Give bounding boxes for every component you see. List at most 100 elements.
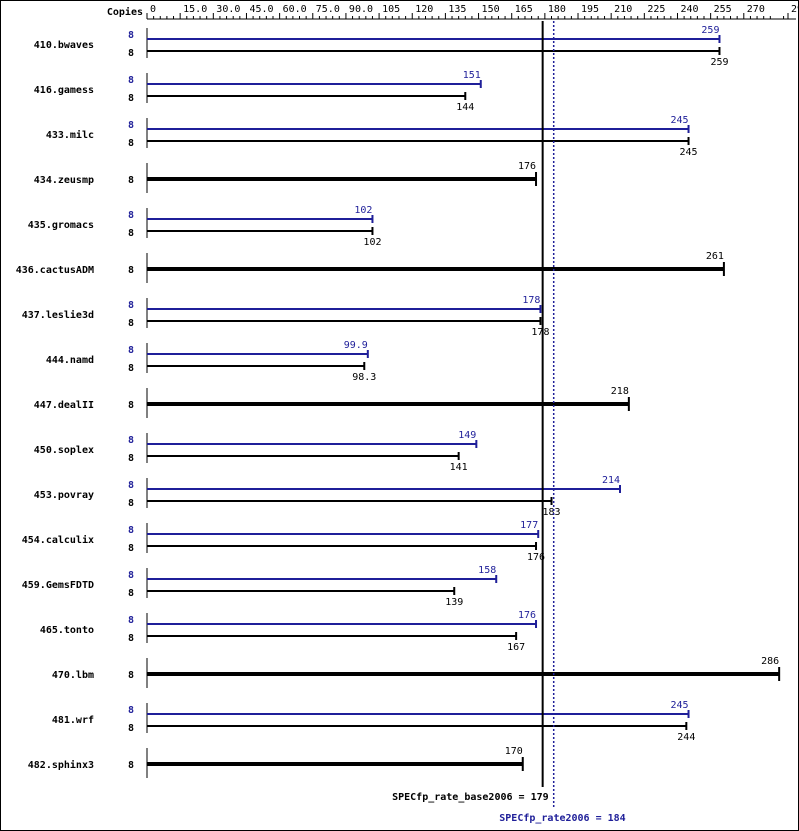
peak-copies: 8 bbox=[128, 75, 134, 86]
peak-copies: 8 bbox=[128, 300, 134, 311]
base-copies: 8 bbox=[128, 265, 134, 276]
peak-value-label: 178 bbox=[522, 295, 540, 306]
base-copies: 8 bbox=[128, 48, 134, 59]
benchmark-label: 450.soplex bbox=[34, 445, 94, 456]
benchmark-label: 444.namd bbox=[46, 355, 94, 366]
x-tick-label: 165 bbox=[515, 4, 533, 15]
peak-value-label: 158 bbox=[478, 565, 496, 576]
base-copies: 8 bbox=[128, 723, 134, 734]
peak-value-label: 245 bbox=[670, 115, 688, 126]
x-tick-label: 270 bbox=[747, 4, 765, 15]
x-tick-label: 0 bbox=[150, 4, 156, 15]
base-value-label: 218 bbox=[611, 386, 629, 397]
benchmark-label: 481.wrf bbox=[52, 715, 94, 726]
benchmark-label: 459.GemsFDTD bbox=[22, 580, 94, 591]
benchmark-label: 454.calculix bbox=[22, 534, 94, 546]
peak-value-label: 149 bbox=[458, 430, 476, 441]
base-copies: 8 bbox=[128, 588, 134, 599]
benchmark-label: 436.cactusADM bbox=[16, 265, 94, 276]
base-value-label: 245 bbox=[680, 147, 698, 158]
peak-value-label: 151 bbox=[463, 70, 481, 81]
base-value-label: 141 bbox=[450, 462, 468, 473]
peak-copies: 8 bbox=[128, 30, 134, 41]
base-copies: 8 bbox=[128, 138, 134, 149]
benchmark-label: 453.povray bbox=[34, 490, 94, 501]
base-value-label: 170 bbox=[505, 746, 523, 757]
x-tick-label: 290 bbox=[791, 4, 798, 15]
benchmark-label: 447.dealII bbox=[34, 400, 94, 411]
x-tick-label: 195 bbox=[581, 4, 599, 15]
base-value-label: 176 bbox=[518, 161, 536, 172]
peak-value-label: 177 bbox=[520, 520, 538, 531]
benchmark-label: 434.zeusmp bbox=[34, 175, 94, 186]
benchmark-label: 437.leslie3d bbox=[22, 309, 94, 321]
x-tick-label: 30.0 bbox=[216, 4, 240, 15]
peak-copies: 8 bbox=[128, 615, 134, 626]
base-copies: 8 bbox=[128, 93, 134, 104]
base-copies: 8 bbox=[128, 318, 134, 329]
peak-value-label: 176 bbox=[518, 610, 536, 621]
benchmark-label: 410.bwaves bbox=[34, 40, 94, 51]
benchmark-label: 433.milc bbox=[46, 129, 94, 141]
peak-value-label: 102 bbox=[354, 205, 372, 216]
base-copies: 8 bbox=[128, 400, 134, 411]
x-tick-label: 75.0 bbox=[316, 4, 340, 15]
x-tick-label: 150 bbox=[482, 4, 500, 15]
peak-value-label: 259 bbox=[701, 25, 719, 36]
base-value-label: 98.3 bbox=[352, 372, 376, 383]
base-value-label: 139 bbox=[445, 597, 463, 608]
base-copies: 8 bbox=[128, 633, 134, 644]
x-tick-label: 45.0 bbox=[249, 4, 273, 15]
peak-copies: 8 bbox=[128, 570, 134, 581]
base-value-label: 261 bbox=[706, 251, 724, 262]
base-value-label: 244 bbox=[677, 732, 695, 743]
peak-reference-label: SPECfp_rate2006 = 184 bbox=[499, 813, 625, 824]
base-copies: 8 bbox=[128, 363, 134, 374]
x-tick-label: 225 bbox=[647, 4, 665, 15]
base-value-label: 183 bbox=[542, 507, 560, 518]
peak-copies: 8 bbox=[128, 345, 134, 356]
peak-copies: 8 bbox=[128, 210, 134, 221]
benchmark-label: 470.lbm bbox=[52, 670, 94, 681]
x-tick-label: 120 bbox=[415, 4, 433, 15]
x-tick-label: 15.0 bbox=[183, 4, 207, 15]
peak-value-label: 214 bbox=[602, 475, 620, 486]
copies-header: Copies bbox=[107, 6, 143, 18]
benchmark-label: 482.sphinx3 bbox=[28, 759, 94, 771]
base-value-label: 259 bbox=[710, 57, 728, 68]
base-copies: 8 bbox=[128, 228, 134, 239]
base-value-label: 286 bbox=[761, 656, 779, 667]
benchmark-label: 435.gromacs bbox=[28, 220, 94, 231]
base-copies: 8 bbox=[128, 670, 134, 681]
x-tick-label: 90.0 bbox=[349, 4, 373, 15]
x-tick-label: 210 bbox=[614, 4, 632, 15]
base-copies: 8 bbox=[128, 498, 134, 509]
peak-copies: 8 bbox=[128, 525, 134, 536]
base-copies: 8 bbox=[128, 543, 134, 554]
x-tick-label: 255 bbox=[714, 4, 732, 15]
base-copies: 8 bbox=[128, 760, 134, 771]
x-tick-label: 180 bbox=[548, 4, 566, 15]
peak-value-label: 99.9 bbox=[344, 340, 368, 351]
x-tick-label: 135 bbox=[448, 4, 466, 15]
base-value-label: 176 bbox=[527, 552, 545, 563]
base-copies: 8 bbox=[128, 175, 134, 186]
peak-value-label: 245 bbox=[670, 700, 688, 711]
benchmark-label: 416.gamess bbox=[34, 85, 94, 96]
peak-copies: 8 bbox=[128, 480, 134, 491]
base-value-label: 178 bbox=[531, 327, 549, 338]
peak-copies: 8 bbox=[128, 120, 134, 131]
base-reference-label: SPECfp_rate_base2006 = 179 bbox=[392, 792, 549, 803]
x-tick-label: 240 bbox=[680, 4, 698, 15]
base-copies: 8 bbox=[128, 453, 134, 464]
benchmark-label: 465.tonto bbox=[40, 625, 94, 636]
peak-copies: 8 bbox=[128, 435, 134, 446]
x-tick-label: 60.0 bbox=[283, 4, 307, 15]
base-value-label: 102 bbox=[363, 237, 381, 248]
x-tick-label: 105 bbox=[382, 4, 400, 15]
peak-copies: 8 bbox=[128, 705, 134, 716]
base-value-label: 144 bbox=[456, 102, 474, 113]
base-value-label: 167 bbox=[507, 642, 525, 653]
